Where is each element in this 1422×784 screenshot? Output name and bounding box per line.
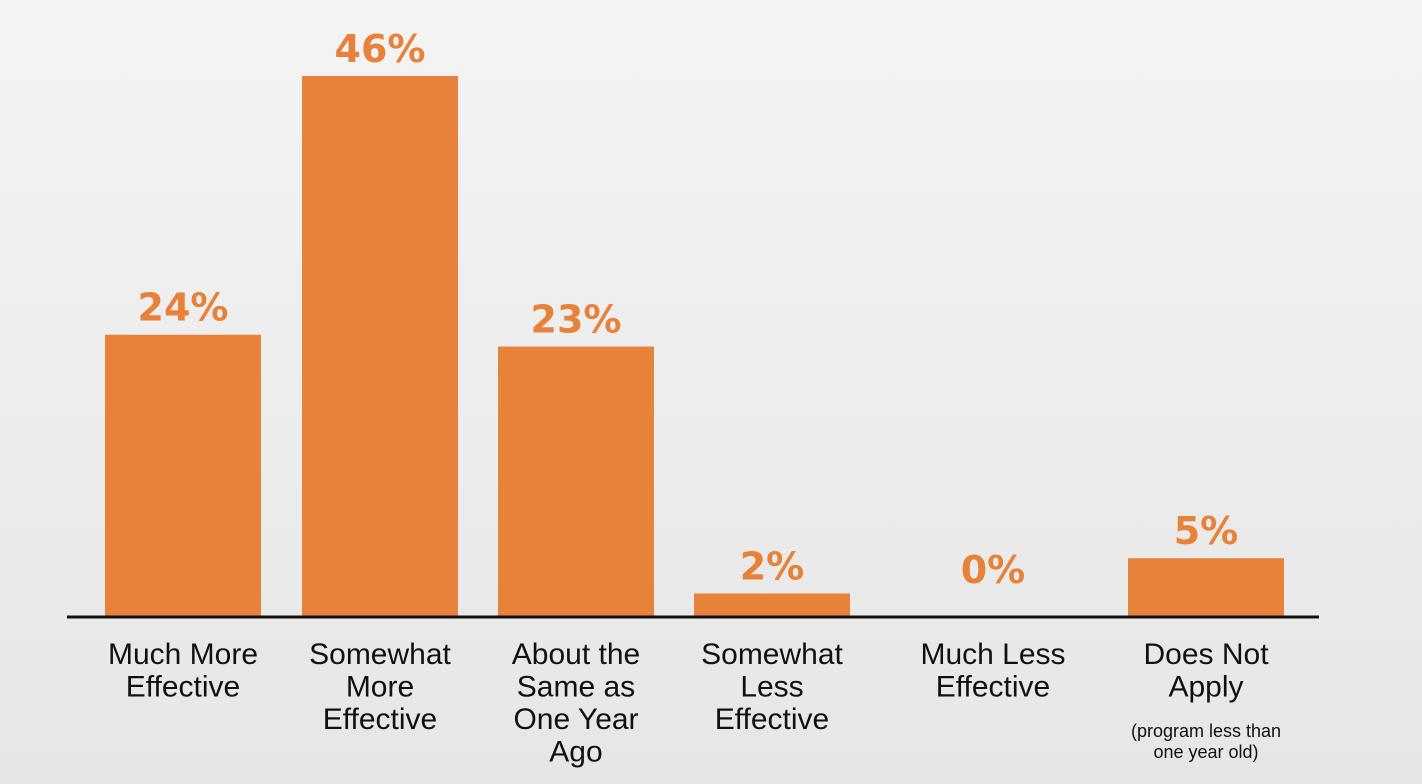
category-label-0-line-1: Effective: [126, 671, 241, 704]
category-label-0-line-0: Much More: [108, 638, 258, 671]
category-label-3-line-2: Effective: [715, 703, 830, 736]
category-note-5-line-0: (program less than: [1131, 721, 1281, 741]
category-label-1-line-1: More: [346, 671, 414, 704]
category-label-5-line-1: Apply: [1168, 671, 1243, 704]
bar-2: [498, 346, 654, 617]
category-labels-group: Much MoreEffectiveSomewhatMoreEffectiveA…: [108, 638, 1281, 769]
category-label-2-line-3: Ago: [549, 736, 602, 769]
category-label-1-line-2: Effective: [323, 703, 438, 736]
category-label-4-line-1: Effective: [936, 671, 1051, 704]
value-labels-group: 24% 46% 23% 2% 0% 5%: [138, 27, 1239, 592]
category-label-2-line-0: About the: [512, 638, 640, 671]
category-label-4-line-0: Much Less: [920, 638, 1065, 671]
category-label-2-line-2: One Year: [513, 703, 638, 736]
category-label-3-line-1: Less: [740, 671, 803, 704]
bars-group: [105, 76, 1284, 617]
value-label-5: 5%: [1174, 509, 1239, 553]
category-label-1-line-0: Somewhat: [309, 638, 451, 671]
bar-3: [694, 593, 850, 617]
bar-1: [302, 76, 458, 617]
value-label-3: 2%: [740, 544, 805, 588]
value-label-1: 46%: [335, 27, 426, 71]
value-label-2: 23%: [531, 298, 622, 342]
category-label-5-line-0: Does Not: [1143, 638, 1269, 671]
value-label-4: 0%: [961, 548, 1026, 592]
bar-5: [1128, 558, 1284, 617]
bar-0: [105, 334, 261, 617]
category-label-2-line-1: Same as: [517, 671, 635, 704]
value-label-0: 24%: [138, 286, 229, 330]
category-note-5-line-1: one year old): [1153, 742, 1258, 762]
category-label-3-line-0: Somewhat: [701, 638, 843, 671]
